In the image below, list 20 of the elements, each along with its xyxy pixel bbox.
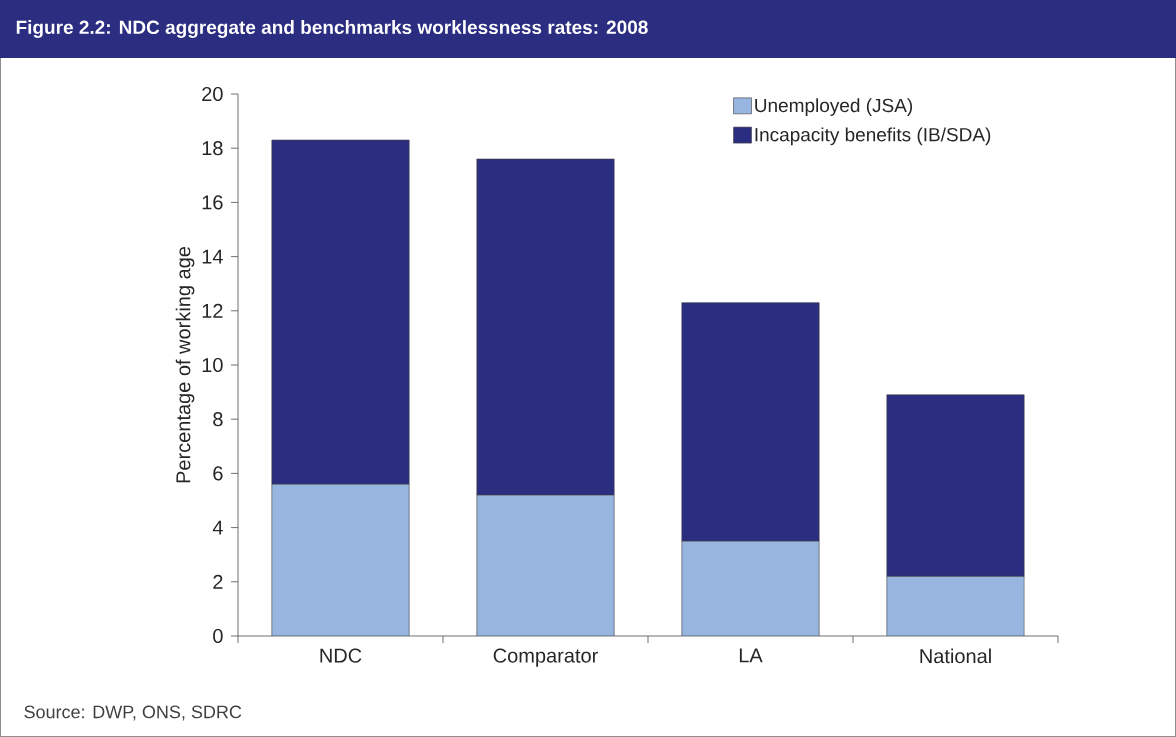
y-tick-label: 4 [212, 520, 223, 535]
x-tick-label: Comparator [493, 648, 598, 667]
y-tick-label: 12 [202, 303, 223, 318]
y-tick-label: 16 [202, 195, 223, 210]
y-tick-label: 8 [213, 412, 223, 427]
legend-label: Unemployed (JSA) [755, 98, 913, 116]
source-note: Source: DWP, ONS, SDRC [24, 705, 242, 721]
y-axis-title: Percentage of working age [175, 246, 195, 483]
y-tick-label: 20 [202, 86, 223, 102]
legend-label: Incapacity benefits (IB/SDA) [755, 127, 991, 146]
x-tick-label: National [920, 648, 991, 664]
y-tick-label: 14 [202, 249, 223, 264]
y-tick-label: 18 [202, 141, 223, 156]
x-tick-label: NDC [320, 648, 362, 663]
x-tick-label: LA [739, 648, 763, 663]
y-tick-label: 0 [213, 628, 223, 644]
chart-title: Figure 2.2: NDC aggregate and benchmarks worklessness rates: 2008 [16, 20, 648, 38]
y-tick-label: 10 [202, 357, 223, 373]
y-tick-label: 2 [213, 574, 223, 589]
y-tick-label: 6 [213, 466, 223, 481]
